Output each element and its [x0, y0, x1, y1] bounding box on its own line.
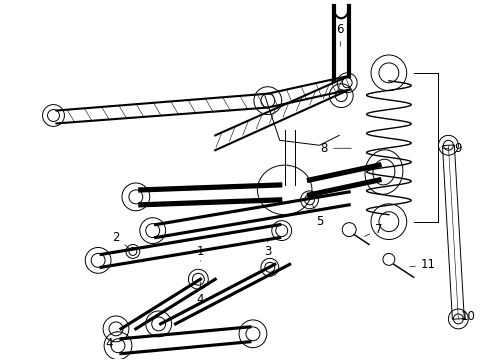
- Text: 9: 9: [441, 142, 461, 155]
- Text: 1: 1: [196, 245, 203, 261]
- Text: 8: 8: [320, 142, 351, 155]
- Text: 7: 7: [364, 223, 382, 237]
- Text: 10: 10: [460, 310, 475, 323]
- Text: 4: 4: [105, 331, 117, 350]
- Text: 6: 6: [336, 23, 343, 46]
- Text: 4: 4: [196, 282, 203, 306]
- Text: 11: 11: [408, 258, 435, 271]
- Text: 2: 2: [112, 231, 130, 250]
- Text: 3: 3: [264, 239, 271, 258]
- Text: 5: 5: [312, 204, 323, 228]
